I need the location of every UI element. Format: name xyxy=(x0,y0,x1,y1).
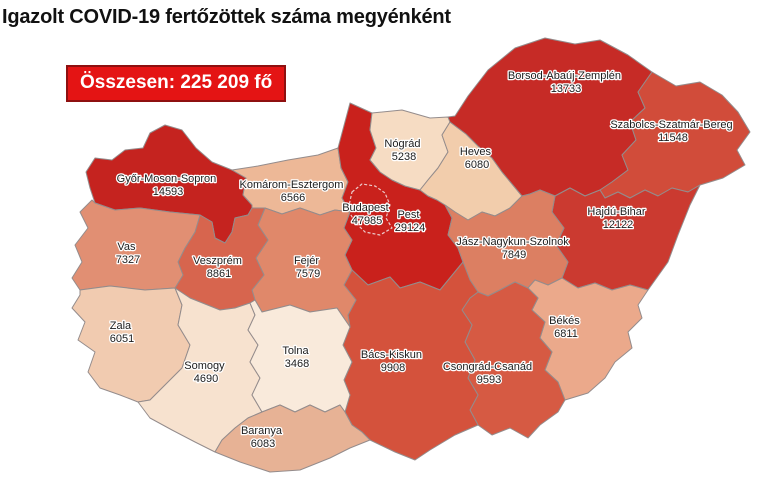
label-jasz-nagykun-szolnok: Jász-Nagykun-Szolnok 7849 xyxy=(456,236,572,261)
county-budapest xyxy=(347,183,393,236)
label-fejer: Fejér 7579 xyxy=(294,255,322,280)
label-gyor-moson-sopron: Győr-Moson-Sopron 14593 xyxy=(117,173,220,198)
label-bekes: Békés 6811 xyxy=(549,315,583,340)
label-komarom-esztergom: Komárom-Esztergom 6566 xyxy=(240,179,347,204)
total-badge-label: Összesen: 225 209 fő xyxy=(80,72,273,93)
label-borsod-abauj-zemplen: Borsod-Abaúj-Zemplén 13733 xyxy=(508,70,624,95)
label-somogy: Somogy 4690 xyxy=(184,360,227,385)
page-title: Igazolt COVID-19 fertőzöttek száma megyé… xyxy=(2,6,451,28)
county-hajdu-bihar xyxy=(551,184,701,291)
county-baranya xyxy=(214,404,371,473)
label-pest: Pest 29124 xyxy=(395,209,426,234)
label-budapest: Budapest 47985 xyxy=(342,202,392,227)
label-heves: Heves 6080 xyxy=(460,146,494,171)
label-zala: Zala 6051 xyxy=(110,320,134,345)
label-hajdu-bihar: Hajdú-Bihar 12122 xyxy=(587,206,648,231)
label-csongrad-csanad: Csongrád-Csanád 9593 xyxy=(443,361,535,386)
label-veszprem: Veszprém 8861 xyxy=(193,255,245,280)
label-tolna: Tolna 3468 xyxy=(282,345,311,370)
label-baranya: Baranya 6083 xyxy=(241,425,285,450)
label-szabolcs-szatmar-bereg: Szabolcs-Szatmár-Bereg 11548 xyxy=(610,119,735,144)
label-nograd: Nógrád 5238 xyxy=(384,138,423,163)
label-vas: Vas 7327 xyxy=(116,241,140,266)
total-badge: Összesen: 225 209 fő xyxy=(66,65,287,102)
label-bacs-kiskun: Bács-Kiskun 9908 xyxy=(361,349,425,374)
